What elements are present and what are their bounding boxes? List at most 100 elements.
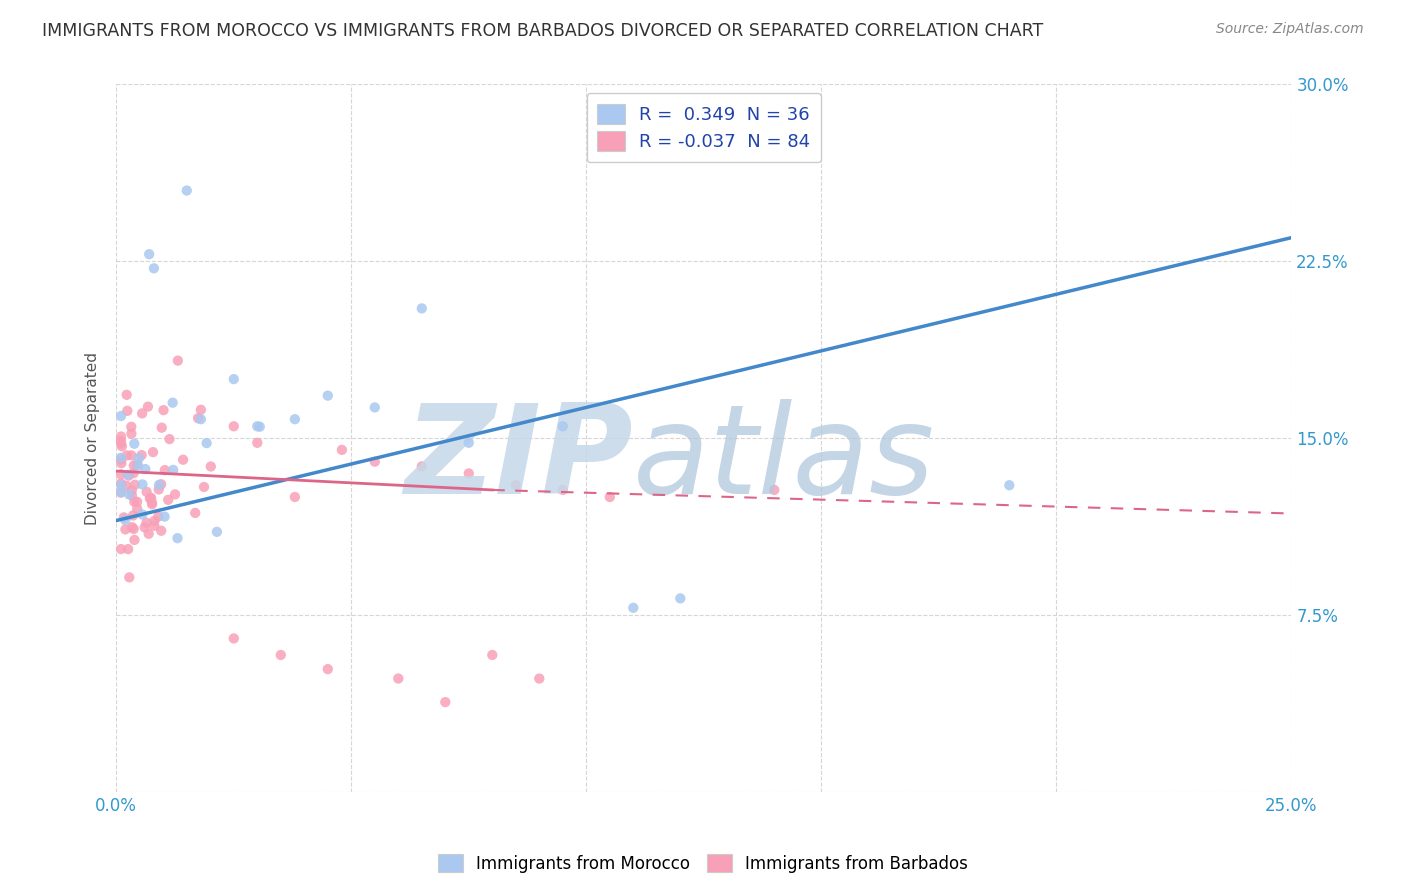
Y-axis label: Divorced or Separated: Divorced or Separated (86, 351, 100, 524)
Point (121, 483, 143, 498)
Point (118, 468, 141, 483)
Point (176, 184, 198, 198)
Point (131, 508, 153, 522)
Point (222, 632, 245, 646)
Point (121, 488, 143, 502)
Point (166, 353, 188, 368)
Point (134, 520, 156, 534)
Point (141, 497, 163, 511)
Point (669, 591, 692, 606)
Point (187, 411, 209, 425)
Point (110, 478, 132, 492)
Point (110, 476, 132, 491)
Point (120, 426, 142, 441)
Point (124, 533, 146, 547)
Point (159, 432, 181, 446)
Point (162, 395, 184, 409)
Point (110, 542, 132, 557)
Point (195, 436, 218, 450)
Point (110, 456, 132, 470)
Point (153, 463, 176, 477)
Point (364, 401, 387, 415)
Point (117, 467, 139, 482)
Point (118, 487, 141, 501)
Point (115, 388, 138, 402)
Point (249, 419, 271, 434)
Point (284, 490, 307, 504)
Point (200, 459, 222, 474)
Point (152, 403, 174, 417)
Point (122, 508, 145, 523)
Point (120, 448, 142, 462)
Point (481, 648, 503, 662)
Point (316, 389, 339, 403)
Point (124, 477, 146, 491)
Point (246, 435, 269, 450)
Point (153, 509, 176, 524)
Point (122, 466, 145, 480)
Point (117, 542, 139, 557)
Point (246, 419, 269, 434)
Point (135, 484, 157, 499)
Point (124, 436, 146, 450)
Point (387, 672, 409, 686)
Point (193, 480, 215, 494)
Point (998, 478, 1021, 492)
Point (190, 412, 212, 426)
Point (270, 648, 292, 662)
Point (457, 467, 479, 481)
Point (551, 483, 574, 497)
Point (131, 406, 153, 420)
Point (110, 485, 132, 500)
Point (205, 524, 228, 539)
Point (150, 420, 173, 434)
Point (505, 478, 527, 492)
Point (411, 301, 433, 316)
Point (110, 409, 132, 423)
Text: IMMIGRANTS FROM MOROCCO VS IMMIGRANTS FROM BARBADOS DIVORCED OR SEPARATED CORREL: IMMIGRANTS FROM MOROCCO VS IMMIGRANTS FR… (42, 22, 1043, 40)
Point (110, 452, 132, 467)
Point (222, 372, 245, 386)
Point (121, 520, 143, 534)
Point (122, 458, 145, 473)
Point (134, 462, 156, 476)
Point (222, 419, 245, 434)
Point (115, 449, 138, 463)
Point (172, 452, 194, 467)
Point (141, 495, 163, 509)
Point (184, 506, 207, 520)
Point (110, 434, 132, 448)
Point (127, 458, 149, 473)
Point (127, 457, 149, 471)
Point (122, 522, 145, 536)
Point (166, 531, 188, 545)
Point (142, 445, 165, 459)
Point (110, 485, 132, 500)
Point (148, 478, 170, 492)
Point (434, 695, 457, 709)
Point (364, 455, 387, 469)
Point (114, 522, 136, 536)
Point (165, 487, 187, 501)
Point (139, 491, 162, 506)
Text: ZIP: ZIP (405, 399, 633, 520)
Point (142, 261, 165, 276)
Point (551, 419, 574, 434)
Point (138, 247, 160, 261)
Point (128, 451, 150, 466)
Point (127, 495, 149, 509)
Point (131, 448, 153, 462)
Point (110, 429, 132, 443)
Point (112, 510, 135, 524)
Point (157, 492, 180, 507)
Point (529, 672, 551, 686)
Point (110, 450, 132, 465)
Point (148, 483, 170, 497)
Point (150, 524, 173, 538)
Legend: Immigrants from Morocco, Immigrants from Barbados: Immigrants from Morocco, Immigrants from… (432, 847, 974, 880)
Point (411, 459, 433, 474)
Text: atlas: atlas (633, 399, 935, 520)
Point (330, 442, 353, 457)
Point (138, 526, 160, 541)
Point (135, 516, 157, 530)
